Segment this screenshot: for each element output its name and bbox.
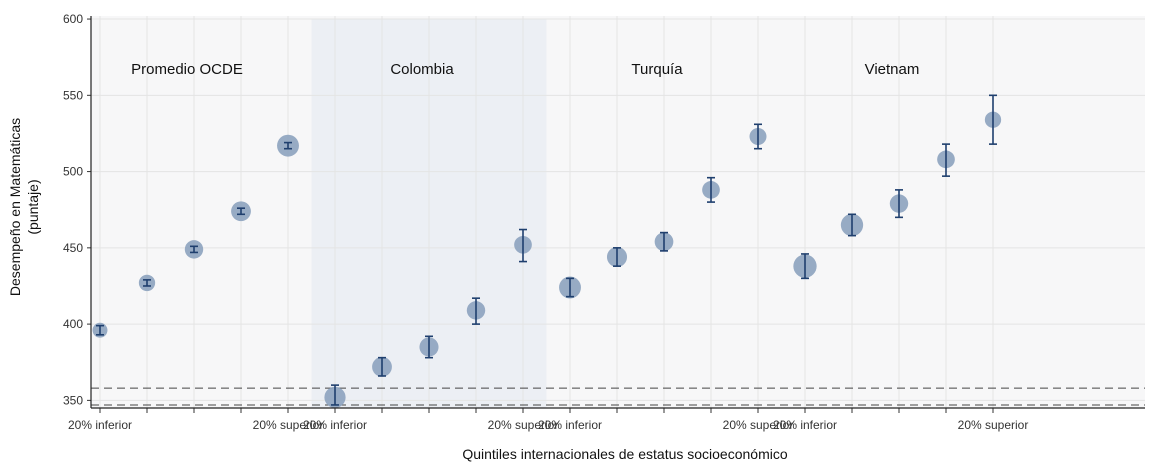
data-marks: [92, 94, 1002, 408]
x-tick-label-lower: 20% inferior: [303, 418, 367, 432]
y-axis-title-line2: (puntaje): [25, 179, 41, 234]
reference-lines: [91, 387, 1145, 406]
group-label: Vietnam: [865, 61, 920, 78]
y-tick-label: 400: [63, 317, 83, 331]
x-tick-label-lower: 20% inferior: [773, 418, 837, 432]
plot-panel: [91, 16, 1145, 408]
x-tick-label-upper: 20% superior: [488, 418, 559, 432]
x-tick-label-lower: 20% inferior: [538, 418, 602, 432]
y-tick-label: 550: [63, 88, 83, 102]
x-tick-label-lower: 20% inferior: [68, 418, 132, 432]
y-tick-label: 450: [63, 241, 83, 255]
y-tick-label: 500: [63, 165, 83, 179]
group-label: Colombia: [390, 61, 454, 78]
y-tick-label: 350: [63, 393, 83, 407]
x-tick-label-upper: 20% superior: [723, 418, 794, 432]
y-axis-title-line1: Desempeño en Matemáticas: [7, 118, 23, 296]
group-label: Turquía: [631, 61, 683, 78]
x-tick-label-upper: 20% superior: [253, 418, 324, 432]
x-tick-label-upper: 20% superior: [958, 418, 1029, 432]
grid: [91, 16, 1145, 408]
group-label: Promedio OCDE: [131, 61, 243, 78]
y-tick-label: 600: [63, 12, 83, 26]
x-axis-title: Quintiles internacionales de estatus soc…: [462, 446, 788, 462]
group-labels: Promedio OCDE Colombia Turquía Vietnam: [131, 61, 919, 78]
